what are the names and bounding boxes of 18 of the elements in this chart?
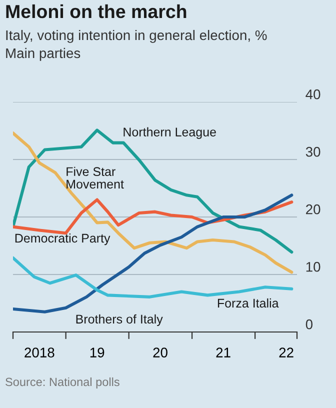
source-note: Source: National polls <box>6 377 120 388</box>
series-label: Five Star Movement <box>66 166 124 189</box>
x-tick-label: 19 <box>90 348 104 358</box>
series-label: Democratic Party <box>15 233 110 246</box>
y-tick-label: 0 <box>306 319 313 330</box>
x-tick-label: 2018 <box>24 348 54 358</box>
x-tick-label: 21 <box>216 348 230 358</box>
x-tick-label: 20 <box>153 348 168 358</box>
series-label: Brothers of Italy <box>76 314 163 326</box>
series-label: Northern League <box>124 127 216 139</box>
chart-subtitle: Italy, voting intention in general election, % Main parties <box>6 30 267 61</box>
y-tick-label: 10 <box>306 262 320 272</box>
y-tick-label: 40 <box>306 89 320 100</box>
y-tick-label: 20 <box>306 204 320 214</box>
x-tick-label: 22 <box>279 348 294 358</box>
series-label: Forza Italia <box>218 298 279 308</box>
y-tick-label: 30 <box>306 146 320 157</box>
chart-title: Meloni on the march <box>6 4 186 18</box>
